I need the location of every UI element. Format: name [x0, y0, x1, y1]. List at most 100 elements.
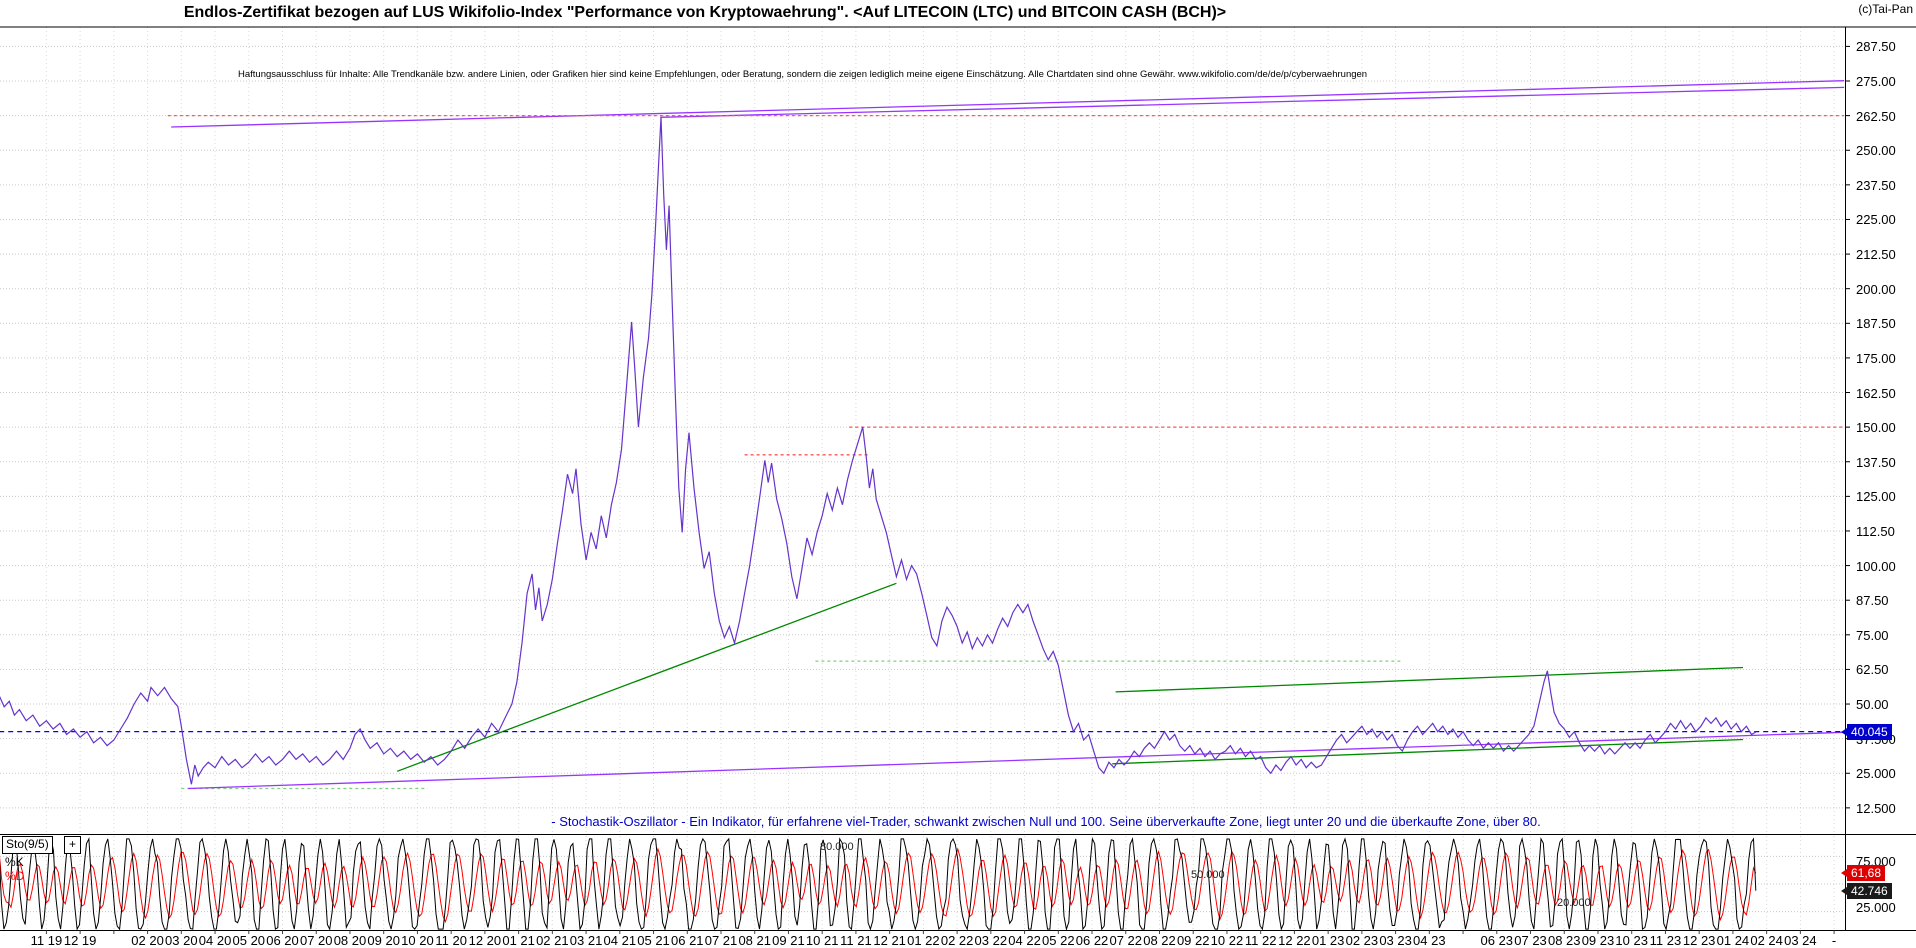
x-tick-label: 06 20 [266, 933, 299, 948]
price-y-tick-label: 250.00 [1856, 143, 1896, 159]
price-line [0, 116, 1757, 785]
trendline-channel-upper-right [1115, 666, 1744, 693]
x-tick-label: 11 23 [1649, 933, 1682, 948]
price-y-tick-label: 12.500 [1856, 800, 1896, 816]
price-y-tick-label: 150.00 [1856, 420, 1896, 436]
x-tick-label: 02 20 [131, 933, 164, 948]
trendline-longterm-support [188, 731, 1845, 790]
x-tick-label: 12 22 [1278, 933, 1311, 948]
x-tick-label: 12 21 [873, 933, 906, 948]
current-price-badge: 40.045 [1841, 723, 1892, 740]
x-tick-label: - [1831, 933, 1837, 948]
price-y-tick-label: 125.00 [1856, 489, 1896, 505]
vertical-gridlines [45, 27, 1835, 930]
panel-borders [0, 26, 1916, 934]
x-tick-label: 04 23 [1413, 933, 1446, 948]
x-tick-label: 02 21 [536, 933, 569, 948]
stoch-y-tick-label: 25.000 [1856, 900, 1896, 915]
x-tick-label: 10 22 [1210, 933, 1244, 948]
x-tick-label: 03 23 [1379, 933, 1412, 948]
x-tick-label: 03 21 [569, 933, 603, 948]
price-y-tick-label: 212.50 [1856, 247, 1896, 263]
x-tick-label: 05 22 [1042, 933, 1075, 948]
stochastic-note: - Stochastik-Oszillator - Ein Indikator,… [551, 814, 1541, 829]
trendline-uptrend-2021 [396, 582, 897, 772]
x-tick-label: 10 20 [401, 933, 434, 948]
price-y-tick-label: 175.00 [1856, 350, 1896, 366]
price-y-tick-label: 112.50 [1856, 523, 1895, 539]
trendline-upper-channel-1 [171, 80, 1845, 128]
x-tick-label: 12 19 [63, 933, 97, 948]
x-tick-label: 01 23 [1311, 933, 1345, 948]
price-y-tick-label: 25.000 [1856, 766, 1896, 782]
stochastic-indicator-label[interactable]: Sto(9/5) [2, 836, 53, 854]
stoch-d-line [0, 847, 1757, 924]
x-tick-label: 12 23 [1682, 933, 1716, 948]
x-tick-label: 11 20 [435, 933, 467, 948]
x-tick-label: 06 21 [670, 933, 704, 948]
price-y-tick-label: 262.50 [1856, 108, 1896, 124]
stochastic-k-line [0, 836, 1757, 932]
price-y-tick-label: 50.00 [1856, 697, 1889, 713]
stochastic-k-value-badge: 42.746 [1841, 882, 1892, 899]
x-tick-label: 12 20 [468, 933, 502, 948]
x-tick-label: 03 24 [1784, 933, 1817, 948]
trend-lines [0, 80, 1845, 790]
x-tick-label: 08 22 [1143, 933, 1176, 948]
x-tick-label: 08 21 [738, 933, 771, 948]
x-tick-label: 10 21 [805, 933, 839, 948]
x-tick-label: 09 21 [772, 933, 805, 948]
x-tick-label: 11 22 [1244, 933, 1277, 948]
price-y-tick-label: 287.50 [1856, 39, 1896, 55]
x-tick-label: 06 22 [1075, 933, 1109, 948]
price-y-tick-label: 187.50 [1856, 316, 1896, 332]
time-x-axis: 11 19 12 19 02 20 03 20 04 20 05 20 06 20 07 20… [0, 933, 1916, 948]
x-tick-label: 03 22 [974, 933, 1008, 948]
stochastic-d-value-badge: 61,68 [1840, 865, 1886, 882]
x-tick-label: 09 23 [1581, 933, 1615, 948]
copyright-label: (c)Tai-Pan [1858, 2, 1913, 16]
price-y-tick-label: 75.00 [1856, 627, 1889, 643]
price-y-tick-label: 200.00 [1856, 281, 1896, 297]
x-tick-label: 03 20 [165, 933, 198, 948]
x-tick-label: 08 20 [333, 933, 367, 948]
x-tick-label: 05 21 [637, 933, 670, 948]
x-tick-label: 02 23 [1345, 933, 1379, 948]
x-tick-label: 10 23 [1615, 933, 1648, 948]
x-tick-label: 02 22 [940, 933, 974, 948]
indicator-expand-button[interactable]: + [64, 836, 81, 854]
price-y-tick-label: 62.50 [1856, 662, 1889, 678]
x-tick-label: 07 23 [1514, 933, 1547, 948]
x-tick-label: 05 20 [232, 933, 266, 948]
price-y-tick-label: 237.50 [1856, 177, 1896, 193]
x-tick-label: 04 20 [198, 933, 232, 948]
x-tick-label: 01 21 [502, 933, 535, 948]
x-tick-label: 11 21 [840, 933, 872, 948]
trendline-upper-channel-2 [660, 86, 1845, 118]
x-tick-label: 07 20 [299, 933, 333, 948]
stochastic-k-legend: %K [5, 855, 24, 869]
x-tick-label: 02 24 [1750, 933, 1783, 948]
page-title: Endlos-Zertifikat bezogen auf LUS Wikifo… [183, 4, 1227, 21]
x-tick-label: 09 20 [367, 933, 400, 948]
x-tick-label: 01 22 [907, 933, 940, 948]
price-series [0, 116, 1757, 785]
x-tick-label: 04 22 [1008, 933, 1041, 948]
stochastic-d-line [0, 847, 1757, 924]
stochastic-d-legend: %D [5, 869, 25, 883]
x-tick-label: 09 22 [1176, 933, 1210, 948]
disclaimer-text: Haftungsausschluss für Inhalte: Alle Tre… [238, 69, 1368, 80]
x-tick-label: 04 21 [603, 933, 637, 948]
price-y-axis: 287.50 275.00 262.50 250.00 237.50 225.00 212.… [1850, 0, 1916, 948]
price-y-tick-label: 275.00 [1856, 74, 1896, 89]
x-tick-label: 08 23 [1547, 933, 1581, 948]
x-tick-label: 11 19 [30, 933, 63, 948]
price-y-tick-label: 87.50 [1856, 593, 1889, 609]
stoch-k-line [0, 836, 1757, 932]
price-y-tick-label: 162.50 [1856, 385, 1896, 401]
price-y-tick-label: 137.50 [1856, 454, 1896, 470]
price-y-tick-label: 100.00 [1856, 558, 1896, 574]
x-tick-label: 07 22 [1109, 933, 1143, 948]
